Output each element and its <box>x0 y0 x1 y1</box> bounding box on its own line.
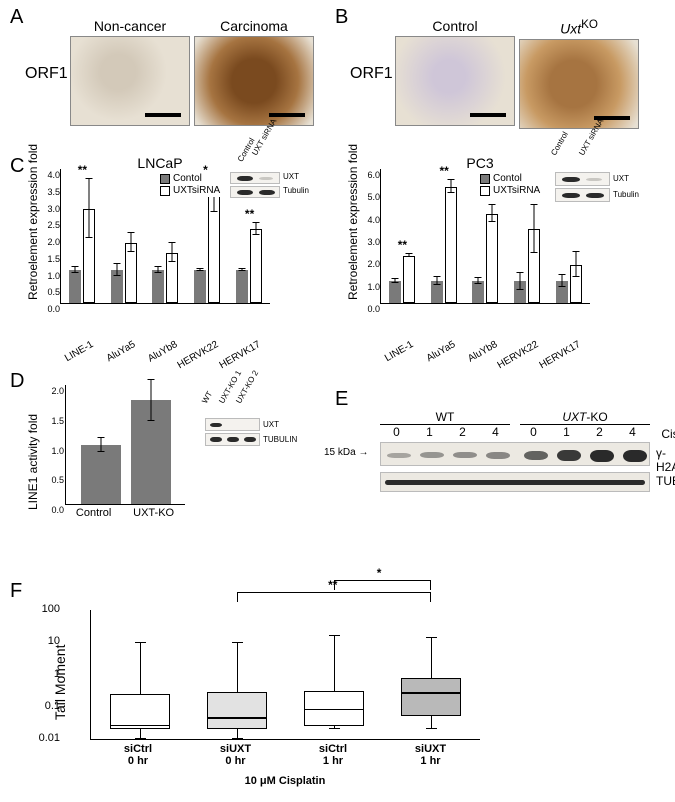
blot-tubulin <box>230 186 280 198</box>
xlabel: UXT-KO <box>133 507 174 519</box>
swatch-control <box>480 174 490 184</box>
panel-d-label: D <box>10 370 24 393</box>
blot-h2ax <box>380 442 650 466</box>
blot-label: UXT <box>613 174 629 183</box>
micro-wrapper-noncancer: Non-cancer <box>70 18 190 126</box>
boxplot: *** <box>90 610 480 740</box>
ihc-control <box>395 36 515 126</box>
scalebar <box>145 113 181 117</box>
blot-col: WT <box>200 390 214 405</box>
legend-label: UXTsiRNA <box>173 185 220 196</box>
xlabels-d: Control UXT-KO <box>65 507 185 519</box>
lncap-blot: Control UXT siRNA UXT Tubulin <box>230 158 256 167</box>
xlabel: 10 μM Cisplatin <box>90 775 480 787</box>
micro-wrapper-carcinoma: Carcinoma <box>194 18 314 126</box>
blot-label: Tubulin <box>283 186 309 195</box>
chart-d: LINE1 activity fold 0.00.51.01.52.0 Cont… <box>30 380 200 540</box>
yticks: 0.01.02.03.04.05.06.0 <box>368 169 380 304</box>
panel-c-label: C <box>10 155 24 178</box>
legend-label: UXTsiRNA <box>493 185 540 196</box>
micro-wrapper-uxtko: UxtKO <box>519 18 639 129</box>
ylabel: LINE1 activity fold <box>26 414 40 510</box>
ihc-noncancer <box>70 36 190 126</box>
row-label: Cis-Pt (hr) <box>661 427 675 441</box>
ihc-carcinoma <box>194 36 314 126</box>
micro-title: Non-cancer <box>70 18 190 34</box>
timepoints: 01240124 <box>380 425 660 439</box>
blot-col: Control <box>549 130 570 157</box>
blot-label: TUBULIN <box>656 474 675 488</box>
panel-b-label: B <box>335 6 348 29</box>
blot-label: Tubulin <box>613 190 639 199</box>
blot-tub <box>205 433 260 446</box>
blot-label: γ-H2AX <box>656 446 675 474</box>
panel-a-label: A <box>10 6 23 29</box>
scalebar <box>269 113 305 117</box>
legend-lncap: Contol UXTsiRNA <box>160 173 220 197</box>
ylabel: Retroelement expression fold <box>346 144 360 300</box>
marker: 15 kDa → <box>324 447 368 458</box>
panel-b-images: Control UxtKO <box>395 18 639 129</box>
blot-uxt <box>230 172 280 184</box>
panel-f: Tail Moment *** 0.010.1110100 siCtrl 0 h… <box>0 590 560 790</box>
blot-tubulin <box>380 472 650 492</box>
panel-e-blot: WT UXT-KO 01240124 Cis-Pt (hr) 15 kDa → … <box>360 410 660 439</box>
yticks: 0.00.51.01.52.02.53.03.54.0 <box>48 169 60 304</box>
yticks: 0.00.51.01.52.0 <box>52 385 64 505</box>
blot-tubulin <box>555 188 610 202</box>
micro-wrapper-control: Control <box>395 18 515 126</box>
xlabels: LINE-1AluYa5AluYb8HERVK22HERVK17 <box>60 335 270 361</box>
swatch-sirna <box>160 186 170 196</box>
swatch-control <box>160 174 170 184</box>
panel-a-images: Non-cancer Carcinoma <box>70 18 314 126</box>
group-ko: UXT-KO <box>520 410 650 425</box>
blot-label: UXT <box>263 420 279 429</box>
micro-title: UxtKO <box>519 18 639 37</box>
micro-title: Control <box>395 18 515 34</box>
legend-pc3: Contol UXTsiRNA <box>480 173 540 197</box>
panel-a-sidelabel: ORF1 <box>25 65 68 83</box>
group-wt: WT <box>380 410 510 425</box>
xlabels-f: siCtrl 0 hrsiUXT 0 hrsiCtrl 1 hrsiUXT 1 … <box>90 743 480 767</box>
legend-label: Contol <box>493 173 522 184</box>
blot-label: UXT <box>283 172 299 181</box>
blot-label: TUBULIN <box>263 435 297 444</box>
panel-e-label: E <box>335 388 348 411</box>
micro-title: Carcinoma <box>194 18 314 34</box>
legend-label: Contol <box>173 173 202 184</box>
panel-b-sidelabel: ORF1 <box>350 65 393 83</box>
ihc-uxtko <box>519 39 639 129</box>
blot-uxt <box>555 172 610 186</box>
plot-d <box>65 385 185 505</box>
ylabel: Retroelement expression fold <box>26 144 40 300</box>
swatch-sirna <box>480 186 490 196</box>
xlabels: LINE-1AluYa5AluYb8HERVK22HERVK17 <box>380 335 590 361</box>
group-labels: WT UXT-KO <box>360 410 660 425</box>
blot-uxt <box>205 418 260 431</box>
xlabel: Control <box>76 507 111 519</box>
scalebar <box>470 113 506 117</box>
